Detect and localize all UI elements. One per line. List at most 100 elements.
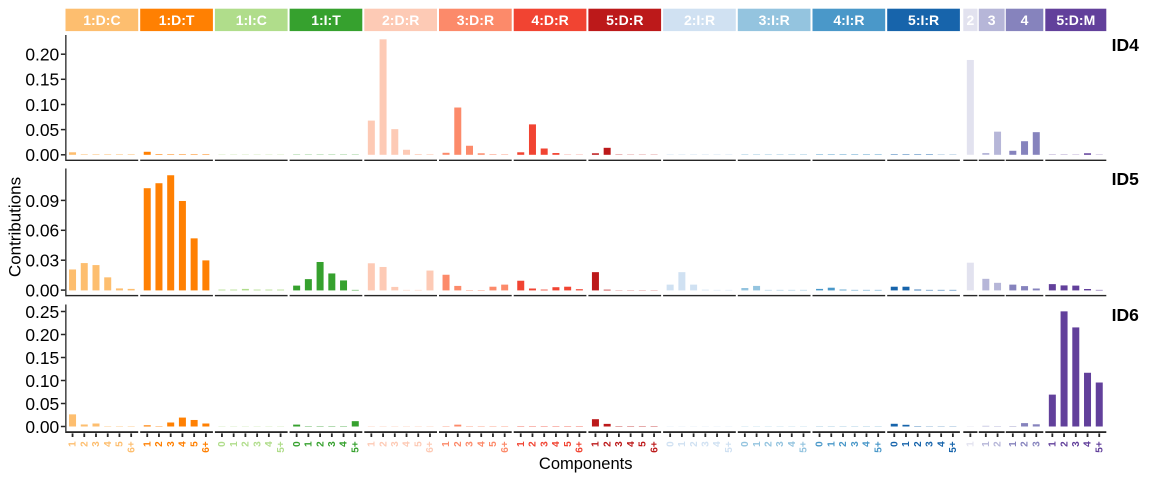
- svg-text:0.20: 0.20: [25, 45, 59, 65]
- svg-text:1:I:C: 1:I:C: [236, 12, 267, 28]
- svg-text:0.25: 0.25: [25, 302, 59, 322]
- svg-text:ID6: ID6: [1112, 305, 1140, 325]
- svg-text:1: 1: [981, 441, 992, 447]
- svg-text:3: 3: [614, 441, 625, 447]
- svg-text:2:I:R: 2:I:R: [684, 12, 715, 28]
- svg-text:1: 1: [516, 441, 527, 447]
- svg-text:2: 2: [241, 441, 252, 447]
- svg-text:5:D:R: 5:D:R: [606, 12, 643, 28]
- svg-text:1: 1: [966, 441, 977, 447]
- svg-text:2: 2: [378, 441, 389, 447]
- svg-text:1: 1: [677, 441, 688, 447]
- svg-text:3: 3: [850, 441, 861, 447]
- svg-text:0.15: 0.15: [25, 348, 59, 368]
- svg-text:Contributions: Contributions: [6, 177, 25, 277]
- svg-text:4: 4: [936, 441, 947, 447]
- svg-text:4: 4: [103, 441, 114, 447]
- svg-text:6+: 6+: [201, 441, 212, 453]
- svg-text:4: 4: [1021, 12, 1029, 28]
- svg-text:3: 3: [925, 441, 936, 447]
- svg-text:5: 5: [638, 441, 649, 447]
- svg-text:4: 4: [787, 441, 798, 447]
- svg-text:5+: 5+: [1094, 441, 1105, 453]
- svg-text:1: 1: [591, 441, 602, 447]
- svg-text:4:D:R: 4:D:R: [531, 12, 568, 28]
- svg-text:4: 4: [862, 441, 873, 447]
- svg-text:3: 3: [252, 441, 263, 447]
- svg-text:2: 2: [1059, 441, 1070, 447]
- svg-text:3: 3: [539, 441, 550, 447]
- svg-text:5:D:M: 5:D:M: [1056, 12, 1095, 28]
- svg-text:1:D:T: 1:D:T: [159, 12, 195, 28]
- svg-text:3: 3: [1031, 441, 1042, 447]
- svg-text:1: 1: [367, 441, 378, 447]
- svg-text:1: 1: [1008, 441, 1019, 447]
- svg-text:3:I:R: 3:I:R: [759, 12, 790, 28]
- svg-text:0: 0: [292, 441, 303, 447]
- svg-text:0: 0: [889, 441, 900, 447]
- svg-text:3: 3: [1071, 441, 1082, 447]
- svg-text:4: 4: [339, 441, 350, 447]
- svg-text:4: 4: [264, 441, 275, 447]
- svg-text:3: 3: [91, 441, 102, 447]
- svg-text:3: 3: [327, 441, 338, 447]
- svg-text:4: 4: [1083, 441, 1094, 447]
- svg-text:1: 1: [229, 441, 240, 447]
- svg-text:0.15: 0.15: [25, 70, 59, 90]
- svg-text:4: 4: [551, 441, 562, 447]
- svg-text:6+: 6+: [126, 441, 137, 453]
- svg-text:0.00: 0.00: [25, 281, 59, 301]
- svg-text:0.00: 0.00: [25, 417, 59, 437]
- svg-text:2: 2: [315, 441, 326, 447]
- svg-text:0: 0: [665, 441, 676, 447]
- svg-text:5+: 5+: [276, 441, 287, 453]
- svg-text:4: 4: [402, 441, 413, 447]
- svg-text:0.10: 0.10: [25, 95, 59, 115]
- svg-text:2: 2: [79, 441, 90, 447]
- svg-text:2: 2: [913, 441, 924, 447]
- svg-text:2: 2: [838, 441, 849, 447]
- svg-text:2: 2: [453, 441, 464, 447]
- svg-text:5: 5: [115, 441, 126, 447]
- svg-text:1: 1: [752, 441, 763, 447]
- svg-text:0.03: 0.03: [25, 251, 59, 271]
- svg-text:6+: 6+: [425, 441, 436, 453]
- svg-text:5+: 5+: [724, 441, 735, 453]
- svg-text:2: 2: [528, 441, 539, 447]
- svg-text:0.20: 0.20: [25, 325, 59, 345]
- svg-text:1: 1: [1048, 441, 1059, 447]
- svg-text:5: 5: [413, 441, 424, 447]
- svg-text:1:I:T: 1:I:T: [311, 12, 341, 28]
- svg-text:5+: 5+: [799, 441, 810, 453]
- svg-text:0.00: 0.00: [25, 145, 59, 165]
- svg-text:0.09: 0.09: [25, 191, 59, 211]
- svg-text:6+: 6+: [575, 441, 586, 453]
- svg-text:ID5: ID5: [1112, 169, 1140, 189]
- svg-text:2: 2: [967, 12, 975, 28]
- svg-text:5+: 5+: [873, 441, 884, 453]
- svg-text:ID4: ID4: [1112, 35, 1140, 55]
- svg-text:1:D:C: 1:D:C: [83, 12, 120, 28]
- svg-text:4:I:R: 4:I:R: [833, 12, 864, 28]
- svg-text:1: 1: [901, 441, 912, 447]
- svg-text:Components: Components: [539, 455, 633, 473]
- svg-text:2: 2: [154, 441, 165, 447]
- svg-text:4: 4: [178, 441, 189, 447]
- svg-text:5: 5: [189, 441, 200, 447]
- svg-text:5+: 5+: [350, 441, 361, 453]
- svg-text:3: 3: [701, 441, 712, 447]
- svg-text:3:D:R: 3:D:R: [457, 12, 494, 28]
- svg-text:4: 4: [712, 441, 723, 447]
- svg-text:5: 5: [488, 441, 499, 447]
- svg-text:1: 1: [304, 441, 315, 447]
- svg-text:6+: 6+: [500, 441, 511, 453]
- svg-text:3: 3: [166, 441, 177, 447]
- svg-text:0.05: 0.05: [25, 120, 59, 140]
- svg-text:1: 1: [441, 441, 452, 447]
- svg-text:3: 3: [465, 441, 476, 447]
- svg-text:0.10: 0.10: [25, 371, 59, 391]
- svg-text:3: 3: [390, 441, 401, 447]
- svg-text:4: 4: [476, 441, 487, 447]
- svg-text:0: 0: [815, 441, 826, 447]
- svg-text:0: 0: [217, 441, 228, 447]
